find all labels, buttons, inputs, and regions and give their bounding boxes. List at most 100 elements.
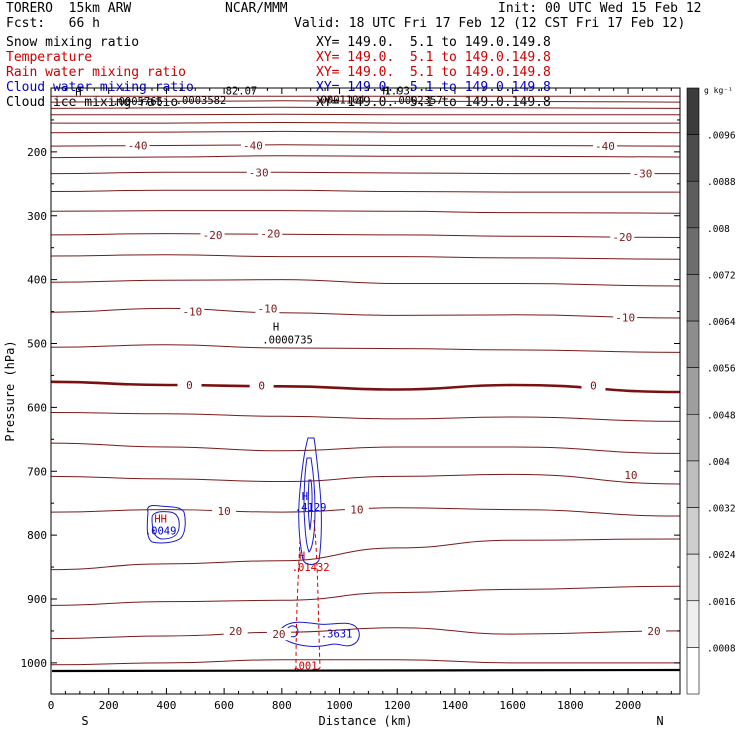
contour-label: 20 <box>647 625 660 638</box>
temperature-contour <box>51 121 680 124</box>
x-axis-label: Distance (km) <box>319 714 413 728</box>
cloud-water-contour <box>303 457 316 553</box>
contour-label: 0 <box>186 379 193 392</box>
extremum-label: .001 <box>292 660 317 672</box>
temperature-contour <box>50 113 680 116</box>
contour-label: -20 <box>612 231 632 244</box>
colorbar-swatch <box>686 274 700 322</box>
contour-label-bg <box>581 379 606 392</box>
contour-label-bg <box>642 624 667 637</box>
field-name-rain: Rain water mixing ratio <box>6 65 187 80</box>
extremum-label: .0003582 <box>176 95 227 107</box>
contour-label-bg <box>125 139 150 152</box>
contour-label: -10 <box>615 311 635 324</box>
contour-label-bg <box>212 504 237 517</box>
contour-label: -30 <box>249 166 269 179</box>
colorbar-level-label: .0016 <box>707 597 736 608</box>
temperature-contour <box>50 659 680 666</box>
cloud-water-contour <box>307 479 313 531</box>
extremum-label: H <box>75 87 81 99</box>
temperature-contour <box>50 538 681 571</box>
temperature-contour <box>50 210 681 214</box>
contour-label-bg <box>246 166 271 179</box>
y-tick-label: 200 <box>27 146 47 159</box>
extremum-label: H <box>302 491 308 503</box>
field-xy-temperature: XY= 149.0. 5.1 to 149.0.149.8 <box>316 50 551 65</box>
colorbar-swatch <box>686 553 700 602</box>
init-time: Init: 00 UTC Wed 15 Feb 12 <box>498 1 702 16</box>
contour-label: 20 <box>272 628 285 641</box>
contour-label-bg <box>592 140 617 153</box>
cloud-water-contour <box>279 621 360 647</box>
temperature-contour <box>50 412 681 422</box>
x-tick-label: 1800 <box>557 699 584 712</box>
contour-label-bg <box>240 139 265 152</box>
contour-label-bg <box>344 503 369 516</box>
x-tick-label: 400 <box>156 699 176 712</box>
temperature-contour <box>50 254 681 260</box>
colorbar-level-label: .0064 <box>707 317 736 328</box>
temperature-contour <box>50 106 681 109</box>
temperature-contour <box>50 380 681 394</box>
colorbar-level-label: .0056 <box>707 364 736 375</box>
contour-label: -10 <box>257 302 277 315</box>
extremum-label: .0001104 <box>314 94 365 106</box>
extremum-label: .3631 <box>321 628 353 640</box>
extremum-label: 82.07 <box>226 85 258 97</box>
contour-label-bg <box>630 167 655 180</box>
x-tick-label: 600 <box>214 699 234 712</box>
contour-label-bg <box>610 230 635 243</box>
extremum-label: H <box>383 85 389 97</box>
field-xy-snow: XY= 149.0. 5.1 to 149.0.149.8 <box>316 35 551 50</box>
field-name-cloud-ice: Cloud ice mixing ratio <box>6 95 179 110</box>
colorbar-level-label: .0024 <box>707 550 736 561</box>
temperature-contour <box>50 344 681 353</box>
contour-label-bg <box>613 311 638 324</box>
y-tick-label: 300 <box>27 210 47 223</box>
temperature-contour <box>50 144 681 147</box>
extremum-label: HH <box>154 513 167 525</box>
x-tick-label: 2000 <box>615 699 642 712</box>
plot-frame <box>50 87 681 695</box>
x-tick-label: 200 <box>99 699 119 712</box>
y-tick-label: 900 <box>27 593 47 606</box>
colorbar-level-label: .0096 <box>707 131 736 142</box>
colorbar-swatch <box>686 134 700 182</box>
x-tick-label: 1400 <box>442 699 469 712</box>
contour-label: -20 <box>260 228 280 241</box>
field-xy-rain: XY= 149.0. 5.1 to 149.0.149.8 <box>316 65 551 80</box>
axis-end-south: S <box>81 714 88 728</box>
contour-label: -20 <box>203 229 223 242</box>
temperature-contour <box>50 442 681 454</box>
field-name-temperature: Temperature <box>6 50 93 65</box>
x-tick-label: 1600 <box>499 699 526 712</box>
rain-water-contour <box>313 519 321 669</box>
colorbar-swatch <box>686 600 700 648</box>
contour-label: 10 <box>217 505 230 518</box>
model-title: TORERO 15km ARW <box>6 1 132 16</box>
temperature-contour <box>50 233 681 238</box>
contour-label: -40 <box>128 139 148 152</box>
contour-label: 20 <box>229 625 242 638</box>
contour-label-bg <box>255 302 280 315</box>
colorbar-swatch <box>686 414 700 462</box>
colorbar-level-label: .008 <box>707 224 730 235</box>
extremum-label: .4129 <box>295 502 327 514</box>
cloud-water-contour <box>146 505 186 544</box>
rain-water-contour <box>295 667 321 672</box>
contour-label: -30 <box>633 168 653 181</box>
x-tick-label: 800 <box>272 699 292 712</box>
contour-label: 0 <box>590 380 597 393</box>
colorbar-swatch <box>686 87 700 135</box>
colorbar-level-label: .0032 <box>707 504 736 515</box>
org-label: NCAR/MMM <box>225 1 288 16</box>
field-name-snow: Snow mixing ratio <box>6 35 140 50</box>
colorbar-swatch <box>686 227 700 275</box>
temperature-contour <box>50 627 681 640</box>
axes: 0 200 400 600 800 1000 1200 1400 1600 1800 2000200… <box>3 87 681 728</box>
extremum-label: H <box>299 550 305 562</box>
hydrometeor-contours <box>51 437 681 673</box>
temperature-contour <box>50 171 680 175</box>
x-tick-label: 1000 <box>326 699 353 712</box>
y-tick-label: 1000 <box>21 657 48 670</box>
